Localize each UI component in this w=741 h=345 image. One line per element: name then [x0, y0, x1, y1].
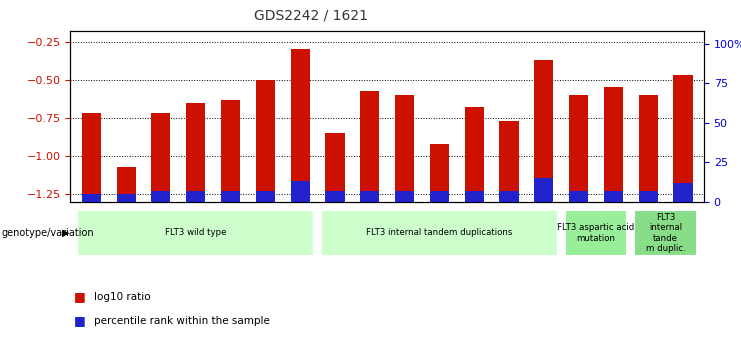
Bar — [465, 191, 484, 202]
Bar — [604, 191, 623, 202]
Bar — [221, 100, 240, 202]
Bar — [674, 183, 693, 202]
Bar — [499, 121, 519, 202]
Bar — [430, 144, 449, 202]
Bar — [639, 191, 658, 202]
Bar — [674, 75, 693, 202]
Bar — [151, 114, 170, 202]
Bar — [116, 194, 136, 202]
Text: FLT3
internal
tande
m duplic.: FLT3 internal tande m duplic. — [646, 213, 685, 253]
Text: ■: ■ — [74, 314, 86, 327]
Text: genotype/variation: genotype/variation — [1, 228, 94, 238]
Bar — [290, 49, 310, 202]
Bar — [82, 194, 101, 202]
Text: ■: ■ — [74, 290, 86, 303]
Text: FLT3 internal tandem duplications: FLT3 internal tandem duplications — [366, 228, 513, 237]
Bar — [186, 103, 205, 202]
Bar — [534, 60, 554, 202]
Bar — [116, 167, 136, 202]
FancyBboxPatch shape — [77, 210, 314, 256]
Bar — [569, 95, 588, 202]
FancyBboxPatch shape — [321, 210, 558, 256]
Bar — [325, 133, 345, 202]
Bar — [290, 181, 310, 202]
FancyBboxPatch shape — [565, 210, 628, 256]
Bar — [256, 191, 275, 202]
Bar — [395, 191, 414, 202]
Bar — [221, 191, 240, 202]
Text: ▶: ▶ — [62, 228, 69, 238]
Bar — [151, 191, 170, 202]
Bar — [534, 178, 554, 202]
Text: log10 ratio: log10 ratio — [94, 292, 150, 302]
Bar — [499, 191, 519, 202]
Text: percentile rank within the sample: percentile rank within the sample — [94, 316, 270, 326]
Bar — [569, 191, 588, 202]
Bar — [604, 88, 623, 202]
Text: FLT3 aspartic acid
mutation: FLT3 aspartic acid mutation — [557, 223, 634, 243]
Bar — [82, 114, 101, 202]
Bar — [186, 191, 205, 202]
Text: GDS2242 / 1621: GDS2242 / 1621 — [254, 9, 368, 23]
Text: FLT3 wild type: FLT3 wild type — [165, 228, 227, 237]
FancyBboxPatch shape — [634, 210, 697, 256]
Bar — [325, 191, 345, 202]
Bar — [430, 191, 449, 202]
Bar — [639, 95, 658, 202]
Bar — [465, 107, 484, 202]
Bar — [256, 80, 275, 202]
Bar — [395, 95, 414, 202]
Bar — [360, 90, 379, 202]
Bar — [360, 191, 379, 202]
